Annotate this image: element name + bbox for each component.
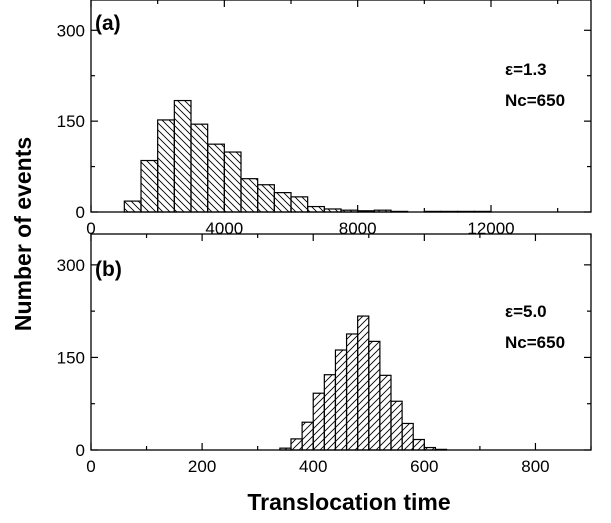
x-tick-label: 400 xyxy=(299,457,327,476)
y-tick-label: 0 xyxy=(76,203,85,222)
histogram-bar xyxy=(307,205,325,213)
histogram-bar xyxy=(157,119,175,213)
panel-a-ticks xyxy=(90,0,591,213)
x-tick-label: 4000 xyxy=(205,219,243,238)
y-tick-label: 0 xyxy=(76,441,85,460)
panel-b-label: (b) xyxy=(95,258,122,281)
histogram-bar xyxy=(357,315,370,451)
panel-a-label: (a) xyxy=(95,12,121,35)
x-tick-label: 8000 xyxy=(339,219,377,238)
x-tick-label: 800 xyxy=(521,457,549,476)
panel-a: 0 4000 8000 12000 0 150 300 (a) ε=1.3 Nc=650 xyxy=(57,0,592,238)
histogram-bar xyxy=(334,349,348,451)
histogram-bar xyxy=(345,333,359,451)
histogram-bar xyxy=(390,400,403,451)
y-tick-label: 150 xyxy=(57,112,85,131)
panel-a-frame xyxy=(90,0,592,213)
x-axis-title: Translocation time xyxy=(247,489,450,515)
panel-a-epsilon-annotation: ε=1.3 xyxy=(505,60,547,79)
histogram-bar xyxy=(140,159,159,213)
panel-a-bars xyxy=(123,99,492,213)
histogram-bar xyxy=(368,340,381,451)
x-tick-label: 200 xyxy=(188,457,216,476)
histogram-bar xyxy=(207,143,225,213)
histogram-bar xyxy=(273,192,292,213)
histogram-bar xyxy=(312,392,325,451)
panel-b-nc-annotation: Nc=650 xyxy=(505,333,565,352)
x-tick-label: 600 xyxy=(410,457,438,476)
histogram-bar xyxy=(290,196,309,213)
histogram-bar xyxy=(412,438,425,451)
x-tick-label: 0 xyxy=(86,219,95,238)
histogram-bar xyxy=(257,184,275,213)
y-axis-title: Number of events xyxy=(10,137,36,331)
x-tick-label: 0 xyxy=(86,457,95,476)
y-tick-label: 150 xyxy=(57,348,85,367)
y-tick-label: 300 xyxy=(57,256,85,275)
histogram-bar xyxy=(401,422,414,451)
panel-a-nc-annotation: Nc=650 xyxy=(505,91,565,110)
histogram-bar xyxy=(323,374,337,451)
y-tick-label: 300 xyxy=(57,21,85,40)
histogram-bar xyxy=(173,99,192,213)
panel-b-frame xyxy=(90,233,592,451)
histogram-bar xyxy=(379,374,392,451)
histogram-bar xyxy=(301,421,314,451)
panel-b-bars xyxy=(279,315,448,451)
panel-b-tick-labels: 0 200 400 600 800 0 150 300 xyxy=(57,256,550,476)
panel-b-ticks xyxy=(90,234,592,451)
histogram-bar xyxy=(240,178,259,213)
histogram-bar xyxy=(190,123,209,213)
panel-b: 0 200 400 600 800 0 150 300 (b) ε=5.0 Nc=650 xyxy=(57,233,592,476)
histogram-bar xyxy=(290,438,303,451)
panel-a-tick-labels: 0 4000 8000 12000 0 150 300 xyxy=(57,21,515,238)
histogram-bar xyxy=(223,151,242,213)
x-tick-label: 12000 xyxy=(467,219,514,238)
panel-b-epsilon-annotation: ε=5.0 xyxy=(505,302,547,321)
histogram-bar xyxy=(123,200,142,213)
